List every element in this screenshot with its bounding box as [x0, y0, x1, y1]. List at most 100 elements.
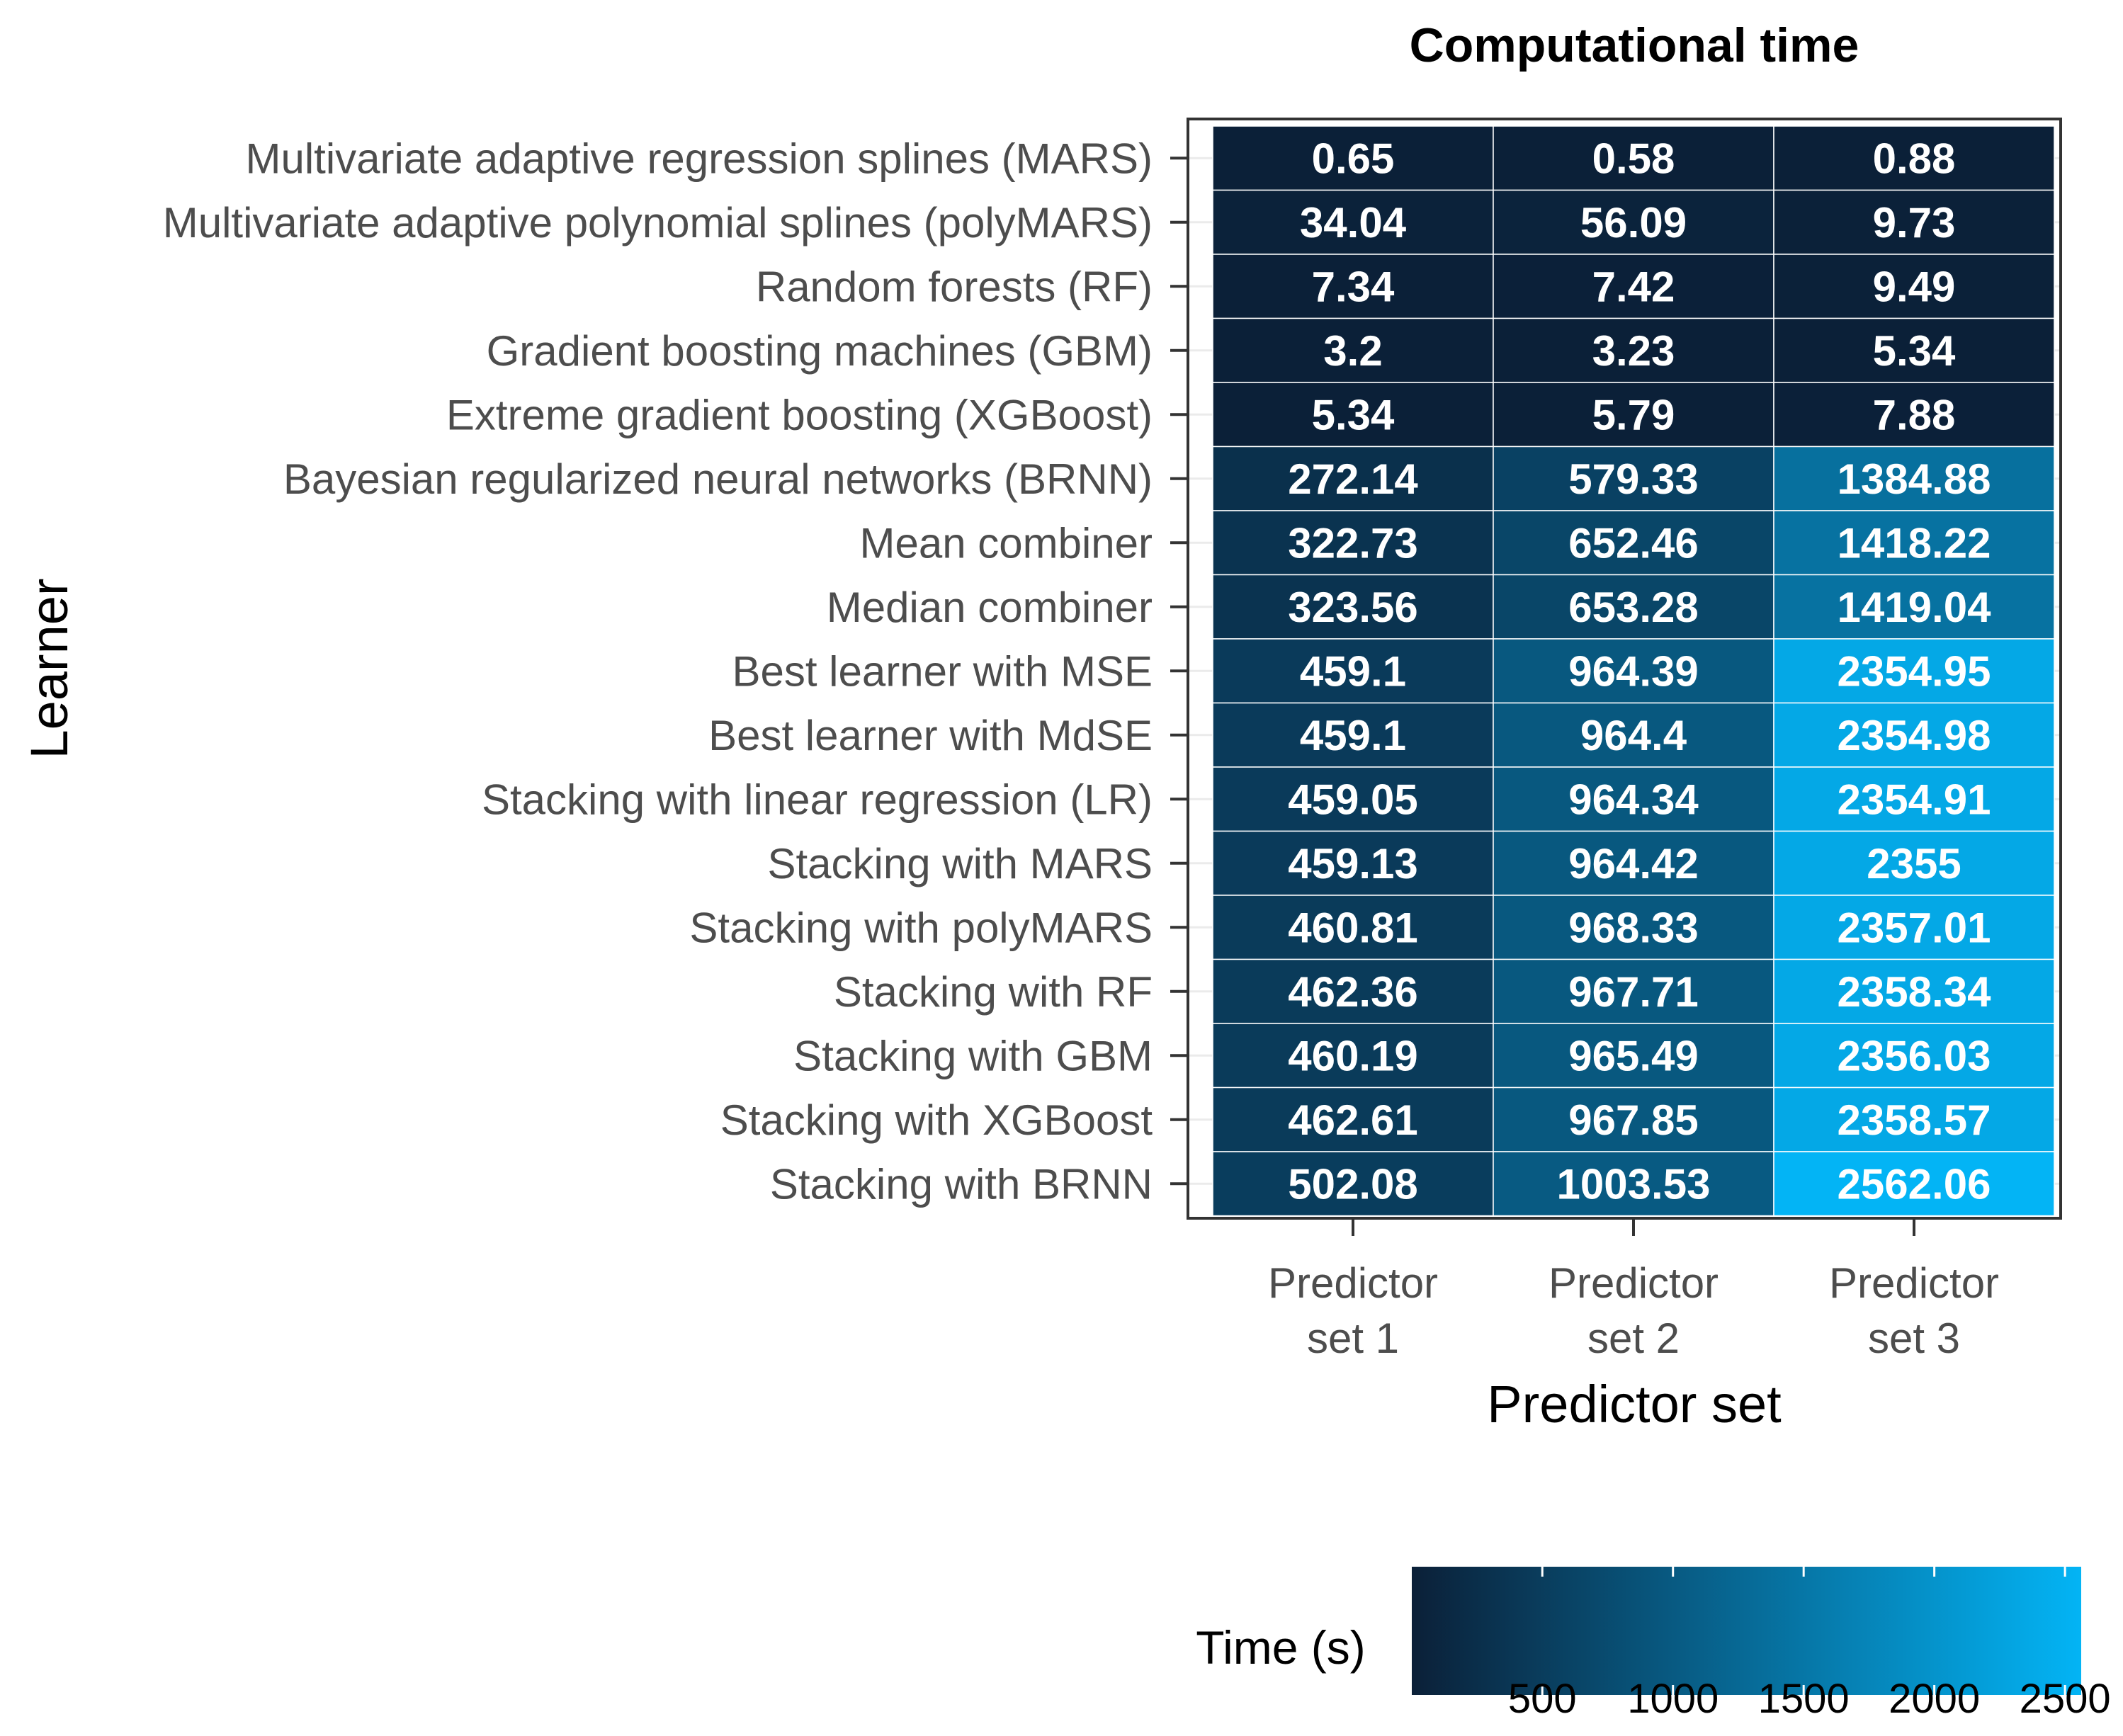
y-tick-label: Best learner with MdSE [708, 712, 1153, 759]
cell-value-label: 967.71 [1568, 968, 1699, 1016]
y-axis-title: Learner [20, 578, 79, 759]
heatmap-cell [1773, 830, 2055, 896]
heatmap-cell [1493, 702, 1774, 768]
heatmap-cell [1493, 125, 1774, 191]
cell-value-label: 964.34 [1568, 776, 1699, 823]
cell-value-label: 460.19 [1288, 1032, 1418, 1079]
heatmap-cell [1212, 1023, 1494, 1089]
heatmap-cell [1212, 125, 1494, 191]
cell-value-label: 2354.98 [1838, 712, 1991, 759]
heatmap-cell [1212, 1087, 1494, 1152]
cell-value-label: 964.42 [1568, 840, 1699, 887]
cell-value-label: 7.88 [1873, 391, 1956, 438]
heatmap-cell [1773, 125, 2055, 191]
heatmap-cell [1773, 766, 2055, 832]
y-tick-label: Median combiner [827, 584, 1153, 631]
heatmap-cells [1212, 125, 2055, 1217]
legend-tick-label: 1500 [1758, 1676, 1850, 1722]
heatmap-cell [1773, 254, 2055, 319]
y-tick-label: Stacking with polyMARS [689, 904, 1153, 951]
heatmap-cell [1212, 766, 1494, 832]
cell-value-label: 652.46 [1568, 519, 1699, 567]
heatmap-cell [1212, 446, 1494, 511]
legend-title: Time (s) [1196, 1621, 1366, 1674]
heatmap-cell [1493, 317, 1774, 383]
cell-value-label: 322.73 [1288, 519, 1418, 567]
cell-value-label: 2562.06 [1838, 1160, 1991, 1208]
y-tick-label: Bayesian regularized neural networks (BR… [283, 455, 1153, 503]
heatmap-cell [1773, 1087, 2055, 1152]
heatmap-cell [1493, 254, 1774, 319]
heatmap-cell [1773, 1151, 2055, 1217]
x-tick-label: set 2 [1587, 1315, 1680, 1362]
y-tick-label: Best learner with MSE [732, 647, 1153, 695]
legend-colorbar [1412, 1567, 2081, 1695]
cell-value-label: 462.61 [1288, 1096, 1418, 1144]
cell-value-label: 272.14 [1288, 455, 1418, 503]
cell-value-label: 2357.01 [1838, 904, 1991, 951]
y-tick-label: Stacking with linear regression (LR) [482, 776, 1153, 823]
heatmap-cell [1493, 638, 1774, 704]
panel-border [1187, 118, 2062, 1220]
heatmap-cell [1773, 382, 2055, 448]
heatmap-cell [1773, 189, 2055, 255]
cell-value-label: 2356.03 [1838, 1032, 1991, 1079]
legend-tick-label: 1000 [1627, 1676, 1719, 1722]
y-tick-label: Stacking with XGBoost [720, 1096, 1153, 1144]
x-tick-label: set 1 [1307, 1315, 1399, 1362]
cell-value-label: 2355 [1867, 840, 1961, 887]
heatmap-cell [1493, 1151, 1774, 1217]
cell-value-label: 1003.53 [1557, 1160, 1711, 1208]
heatmap-cell [1493, 574, 1774, 640]
y-axis: Multivariate adaptive regression splines… [163, 135, 1188, 1208]
cell-value-label: 5.34 [1873, 327, 1956, 375]
cell-value-label: 0.88 [1873, 135, 1956, 182]
heatmap-cell [1773, 510, 2055, 576]
color-legend: Time (s) 500 1000 1500 2000 2500 [1196, 1567, 2111, 1722]
heatmap-cell [1773, 702, 2055, 768]
y-tick-label: Stacking with GBM [793, 1032, 1153, 1079]
x-tick-label: set 3 [1868, 1315, 1960, 1362]
cell-value-label: 2354.95 [1838, 647, 1991, 695]
cell-value-label: 579.33 [1568, 455, 1699, 503]
heatmap-cell [1493, 446, 1774, 511]
heatmap-cell [1212, 510, 1494, 576]
cell-value-label: 965.49 [1568, 1032, 1699, 1079]
legend-tick-label: 2500 [2020, 1676, 2111, 1722]
cell-value-label: 502.08 [1288, 1160, 1418, 1208]
heatmap-cell [1212, 574, 1494, 640]
heatmap-cell [1493, 766, 1774, 832]
cell-value-label: 3.23 [1592, 327, 1675, 375]
x-tick-label: Predictor [1829, 1259, 1999, 1307]
y-tick-label: Stacking with BRNN [770, 1160, 1153, 1208]
cell-value-label: 7.42 [1592, 263, 1675, 310]
heatmap-cell [1773, 574, 2055, 640]
cell-value-label: 34.04 [1300, 199, 1407, 246]
x-tick-label: Predictor [1549, 1259, 1719, 1307]
cell-value-label: 56.09 [1580, 199, 1687, 246]
y-tick-label: Multivariate adaptive polynomial splines… [163, 199, 1153, 246]
cell-value-label: 0.65 [1312, 135, 1395, 182]
cell-value-label: 5.79 [1592, 391, 1675, 438]
cell-value-label: 1419.04 [1838, 584, 1992, 631]
legend-ticks: 500 1000 1500 2000 2500 [1508, 1567, 2111, 1722]
cell-value-label: 964.4 [1580, 712, 1687, 759]
cell-value-label: 323.56 [1288, 584, 1418, 631]
x-axis-title: Predictor set [1487, 1375, 1782, 1434]
cell-value-label: 9.73 [1873, 199, 1956, 246]
heatmap-cell [1212, 638, 1494, 704]
cell-value-label: 2354.91 [1838, 776, 1991, 823]
heatmap-cell [1493, 510, 1774, 576]
cell-value-labels: 0.65 0.58 0.88 34.04 56.09 9.73 7.34 7.42 9.49 3.… [1288, 135, 1991, 1208]
heatmap-cell [1493, 1023, 1774, 1089]
heatmap-cell [1773, 1023, 2055, 1089]
heatmap-cell [1493, 958, 1774, 1024]
cell-value-label: 653.28 [1568, 584, 1699, 631]
legend-tick-label: 2000 [1889, 1676, 1980, 1722]
cell-value-label: 1384.88 [1838, 455, 1991, 503]
legend-tick-label: 500 [1508, 1676, 1577, 1722]
heatmap-cell [1493, 895, 1774, 960]
cell-value-label: 2358.34 [1838, 968, 1992, 1016]
cell-value-label: 964.39 [1568, 647, 1699, 695]
